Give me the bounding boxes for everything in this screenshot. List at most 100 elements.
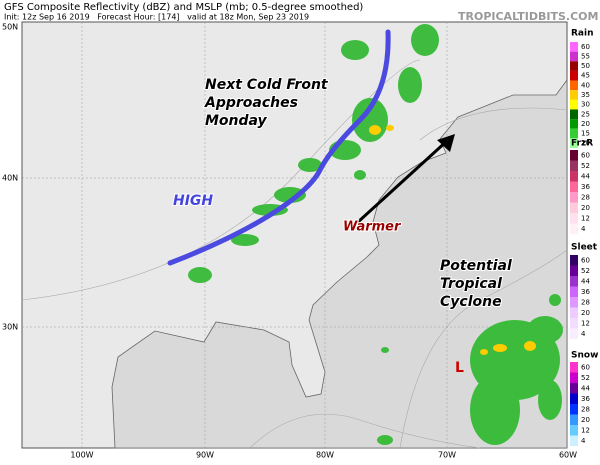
subtitle: Init: 12z Sep 16 2019 Forecast Hour: [17… [4,13,309,22]
legend-swatch [570,90,578,100]
graticule [22,22,567,448]
legend-swatch [570,99,578,110]
legend-swatch [570,128,578,139]
legend-tick: 60 [581,363,590,371]
low-marker: L [455,360,464,376]
annotation: Approaches [204,95,298,111]
annotation: Cyclone [440,294,502,310]
legend-title: Snow [571,351,598,361]
map-area [21,21,568,449]
legend-swatch [570,307,578,318]
legend-tick: 20 [581,204,590,212]
legend-tick: 20 [581,309,590,317]
legend-swatch [570,150,578,161]
legend-tick: 25 [581,110,590,118]
legend-swatch [570,192,578,203]
legend-tick: 28 [581,193,590,201]
legend-swatch [570,80,578,91]
cold-front [167,29,391,266]
legend-tick: 30 [581,101,590,109]
legend-tick: 35 [581,91,590,99]
legend-swatch [570,181,578,192]
legend-swatch [570,171,578,182]
legend-tick: 10 [581,139,590,147]
legend-tick: 52 [581,162,590,170]
legend-tick: 60 [581,151,590,159]
legend-tick: 50 [581,62,590,70]
legend-swatch [570,160,578,171]
longitude-label: 80W [316,451,334,460]
legend-swatch [570,404,578,415]
legend-swatch [570,138,578,148]
legend-swatch [570,362,578,373]
legend-tick: 36 [581,288,590,296]
legend-swatch [570,393,578,404]
legend-swatch [570,414,578,425]
isobars [21,59,568,449]
legend-swatch [570,202,578,213]
legend-title: Sleet [571,243,598,253]
legend-swatch [570,51,578,62]
legend-swatch [570,109,578,120]
legend-swatch [570,435,578,446]
annotations: Next Cold Front Approaches Monday HIGH W… [172,76,513,376]
legend-tick: 52 [581,267,590,275]
latitude-label: 30N [2,323,18,332]
annotation: Potential [440,258,512,274]
longitude-label: 100W [70,451,93,460]
legend-swatch [570,265,578,276]
legend-tick: 28 [581,298,590,306]
legend-swatch [570,372,578,383]
annotation: Warmer [343,220,402,235]
legend-tick: 55 [581,52,590,60]
legend-tick: 44 [581,172,590,180]
legend-tick: 60 [581,256,590,264]
arrow [356,138,450,224]
title: GFS Composite Reflectivity (dBZ) and MSL… [4,2,363,13]
legend-swatch [570,42,578,52]
latitude-label: 50N [2,23,18,32]
annotation: Monday [205,113,268,129]
legend-tick: 52 [581,374,590,382]
arrow-head [437,134,455,152]
legend-title: FrzR [571,139,593,149]
annotation: HIGH [173,193,213,209]
source: TROPICALTIDBITS.COM [458,10,598,23]
legend-tick: 40 [581,81,590,89]
legend-swatch [570,223,578,234]
legend-swatch [570,61,578,71]
legend-title: Rain [571,29,594,39]
legend-swatch [570,276,578,287]
legend-swatch [570,318,578,329]
legend-tick: 15 [581,130,590,138]
legend-tick: 20 [581,120,590,128]
legend-swatch [570,425,578,436]
annotation: Tropical [440,276,502,292]
legend-tick: 36 [581,395,590,403]
legend-tick: 45 [581,72,590,80]
legend-swatch [570,255,578,266]
longitude-label: 70W [438,451,456,460]
legend-tick: 44 [581,384,590,392]
legend-tick: 4 [581,330,586,338]
legend-tick: 4 [581,437,586,445]
longitude-label: 60W [559,451,577,460]
ocean [111,78,568,449]
legend-tick: 12 [581,426,590,434]
heavy-precipitation [369,125,536,355]
longitude-label: 90W [196,451,214,460]
legend-tick: 28 [581,405,590,413]
legend-tick: 4 [581,225,586,233]
legend-tick: 44 [581,277,590,285]
legend-tick: 36 [581,183,590,191]
legend-tick: 60 [581,43,590,51]
legend-swatch [570,297,578,308]
legend-tick: 12 [581,319,590,327]
legend-tick: 20 [581,416,590,424]
legend-swatch [570,286,578,297]
legend-swatch [570,70,578,81]
legend-swatch [570,119,578,129]
latitude-label: 40N [2,174,18,183]
legend-tick: 12 [581,214,590,222]
